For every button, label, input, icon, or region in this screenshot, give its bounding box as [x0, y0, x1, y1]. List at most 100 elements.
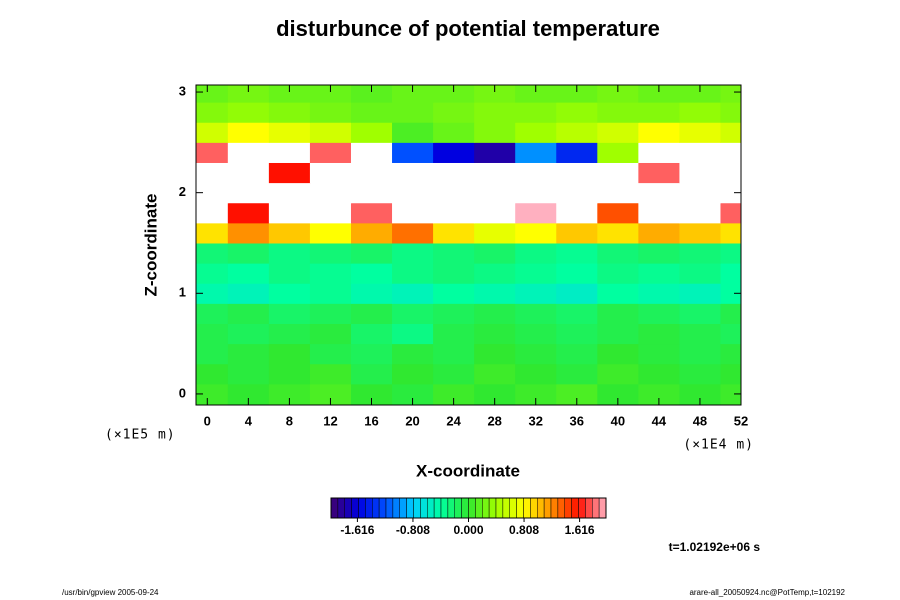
heat-cell	[474, 182, 516, 204]
heat-cell	[720, 202, 741, 224]
heat-cell	[638, 303, 680, 324]
heat-cell	[309, 323, 352, 345]
heat-cell	[268, 303, 311, 324]
heat-cell	[350, 122, 393, 143]
heat-cell	[679, 363, 721, 385]
heat-cell	[196, 202, 229, 224]
heat-cell	[638, 222, 680, 244]
colorbar-swatch	[516, 497, 524, 519]
heat-cell	[227, 162, 270, 184]
heat-cell	[556, 202, 598, 224]
colorbar-swatch	[530, 497, 538, 519]
colorbar-swatch	[461, 497, 469, 519]
heat-cell	[433, 162, 475, 184]
colorbar-swatch	[413, 497, 421, 519]
heat-cell	[679, 343, 721, 365]
heat-cell	[268, 242, 311, 264]
heat-cell	[196, 283, 229, 304]
heat-cell	[196, 242, 229, 264]
heat-cell	[268, 85, 311, 103]
heat-cell	[392, 242, 434, 264]
heat-cell	[433, 242, 475, 264]
heat-cell	[196, 363, 229, 385]
heat-cell	[515, 102, 557, 123]
x-tick-label: 0	[204, 413, 211, 428]
heat-cell	[597, 303, 639, 324]
heat-cell	[720, 283, 741, 304]
colorbar-swatch	[337, 497, 345, 519]
heat-cell	[196, 85, 229, 103]
heat-cell	[392, 363, 434, 385]
heat-cell	[433, 85, 475, 103]
heat-cell	[268, 323, 311, 345]
footer-right: arare-all_20050924.nc@PotTemp,t=102192	[689, 588, 845, 597]
heat-cell	[433, 263, 475, 284]
heat-cell	[720, 142, 741, 163]
colorbar-swatch	[598, 497, 607, 519]
heat-cell	[638, 263, 680, 284]
heat-cell	[597, 283, 639, 304]
x-tick-label: 52	[734, 413, 748, 428]
heat-cell	[268, 162, 311, 184]
colorbar-swatch	[482, 497, 490, 519]
heat-cell	[268, 142, 311, 163]
heat-cell	[227, 102, 270, 123]
heat-cell	[597, 85, 639, 103]
heat-cell	[309, 303, 352, 324]
x-tick-label: 24	[446, 413, 461, 428]
heat-cell	[597, 222, 639, 244]
heat-cell	[433, 383, 475, 405]
heat-cell	[350, 383, 393, 405]
heat-cell	[515, 142, 557, 163]
heat-cell	[638, 142, 680, 163]
heat-cell	[392, 283, 434, 304]
heat-cell	[268, 102, 311, 123]
heat-cell	[227, 85, 270, 103]
heat-cell	[227, 122, 270, 143]
heat-cell	[433, 102, 475, 123]
heat-cell	[597, 162, 639, 184]
colorbar-swatch	[557, 497, 565, 519]
heat-cell	[196, 263, 229, 284]
heat-cell	[309, 142, 352, 163]
colorbar-swatch	[447, 497, 455, 519]
colorbar-swatch	[392, 497, 400, 519]
heat-cell	[556, 85, 598, 103]
heat-cell	[196, 303, 229, 324]
heat-cell	[515, 323, 557, 345]
heat-cell	[515, 122, 557, 143]
heat-cell	[474, 162, 516, 184]
heat-cell	[638, 162, 680, 184]
heat-cell	[309, 222, 352, 244]
heat-cell	[679, 323, 721, 345]
heat-cell	[720, 122, 741, 143]
x-tick-label: 44	[652, 413, 667, 428]
heat-cell	[309, 363, 352, 385]
heat-cell	[638, 85, 680, 103]
colorbar-swatch	[543, 497, 552, 519]
heat-cell	[679, 102, 721, 123]
heat-cell	[309, 182, 352, 204]
y-tick-label: 0	[179, 385, 186, 400]
heat-cell	[227, 263, 270, 284]
heat-cell	[350, 85, 393, 103]
x-tick-label: 8	[286, 413, 293, 428]
heat-cell	[196, 323, 229, 345]
x-tick-label: 32	[528, 413, 542, 428]
heat-cell	[309, 343, 352, 365]
colorbar-swatch	[564, 497, 572, 519]
heat-cell	[268, 283, 311, 304]
heat-cell	[392, 162, 434, 184]
heat-cell	[556, 343, 598, 365]
heat-cell	[720, 102, 741, 123]
heat-cell	[515, 85, 557, 103]
colorbar-swatch	[488, 497, 497, 519]
x-tick-label: 36	[570, 413, 584, 428]
heat-cell	[556, 263, 598, 284]
heat-cell	[350, 222, 393, 244]
heat-cell	[268, 222, 311, 244]
heat-cell	[350, 343, 393, 365]
colorbar-swatch	[509, 497, 517, 519]
heat-cell	[227, 242, 270, 264]
heat-cell	[679, 142, 721, 163]
